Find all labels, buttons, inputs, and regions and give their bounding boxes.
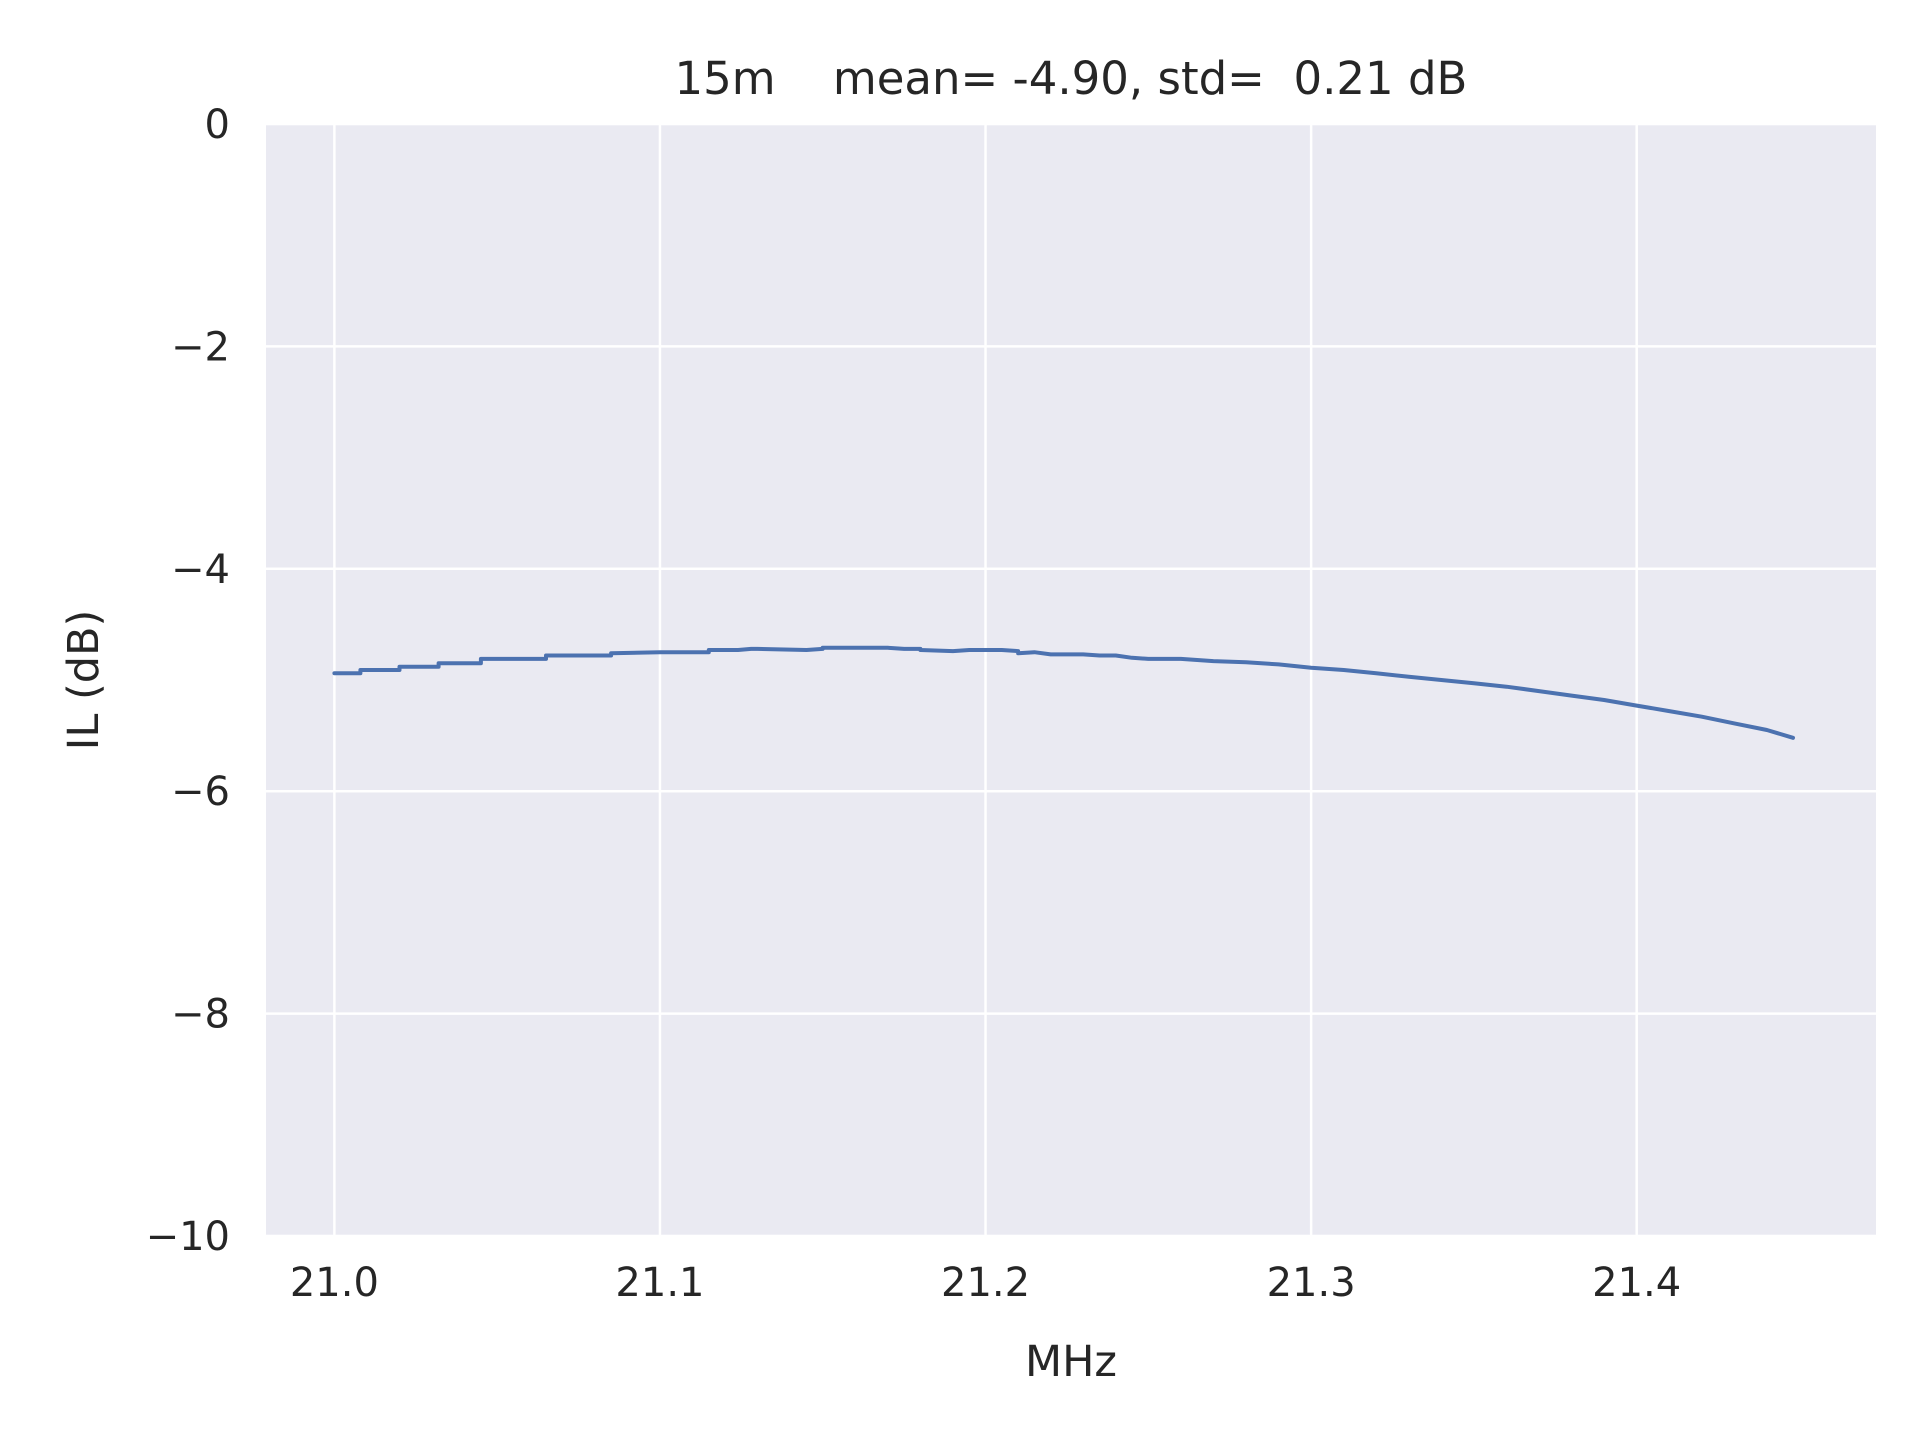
x-axis-label: MHz	[1025, 1337, 1117, 1387]
x-tick-label: 21.1	[615, 1260, 704, 1306]
y-tick-label: −4	[171, 547, 230, 593]
x-tick-label: 21.2	[941, 1260, 1030, 1306]
series-layer	[332, 645, 1795, 740]
y-tick-label: −10	[146, 1214, 230, 1260]
tick-labels: 21.0 21.1 21.2 21.3 21.4 0 −2 −4 −6 −8 −10	[146, 102, 1682, 1306]
y-tick-label: −6	[171, 769, 230, 815]
y-axis-label: IL (dB)	[59, 610, 109, 751]
plot-area	[266, 124, 1876, 1236]
chart-title: 15m mean= -4.90, std= 0.21 dB	[675, 52, 1468, 105]
x-tick-label: 21.0	[290, 1260, 379, 1306]
y-tick-label: −2	[171, 324, 230, 370]
y-tick-label: 0	[205, 102, 230, 148]
y-tick-label: −8	[171, 992, 230, 1038]
series-line	[332, 645, 1795, 740]
grid-lines	[266, 122, 1876, 1238]
x-tick-label: 21.4	[1592, 1260, 1681, 1306]
x-tick-label: 21.3	[1267, 1260, 1356, 1306]
